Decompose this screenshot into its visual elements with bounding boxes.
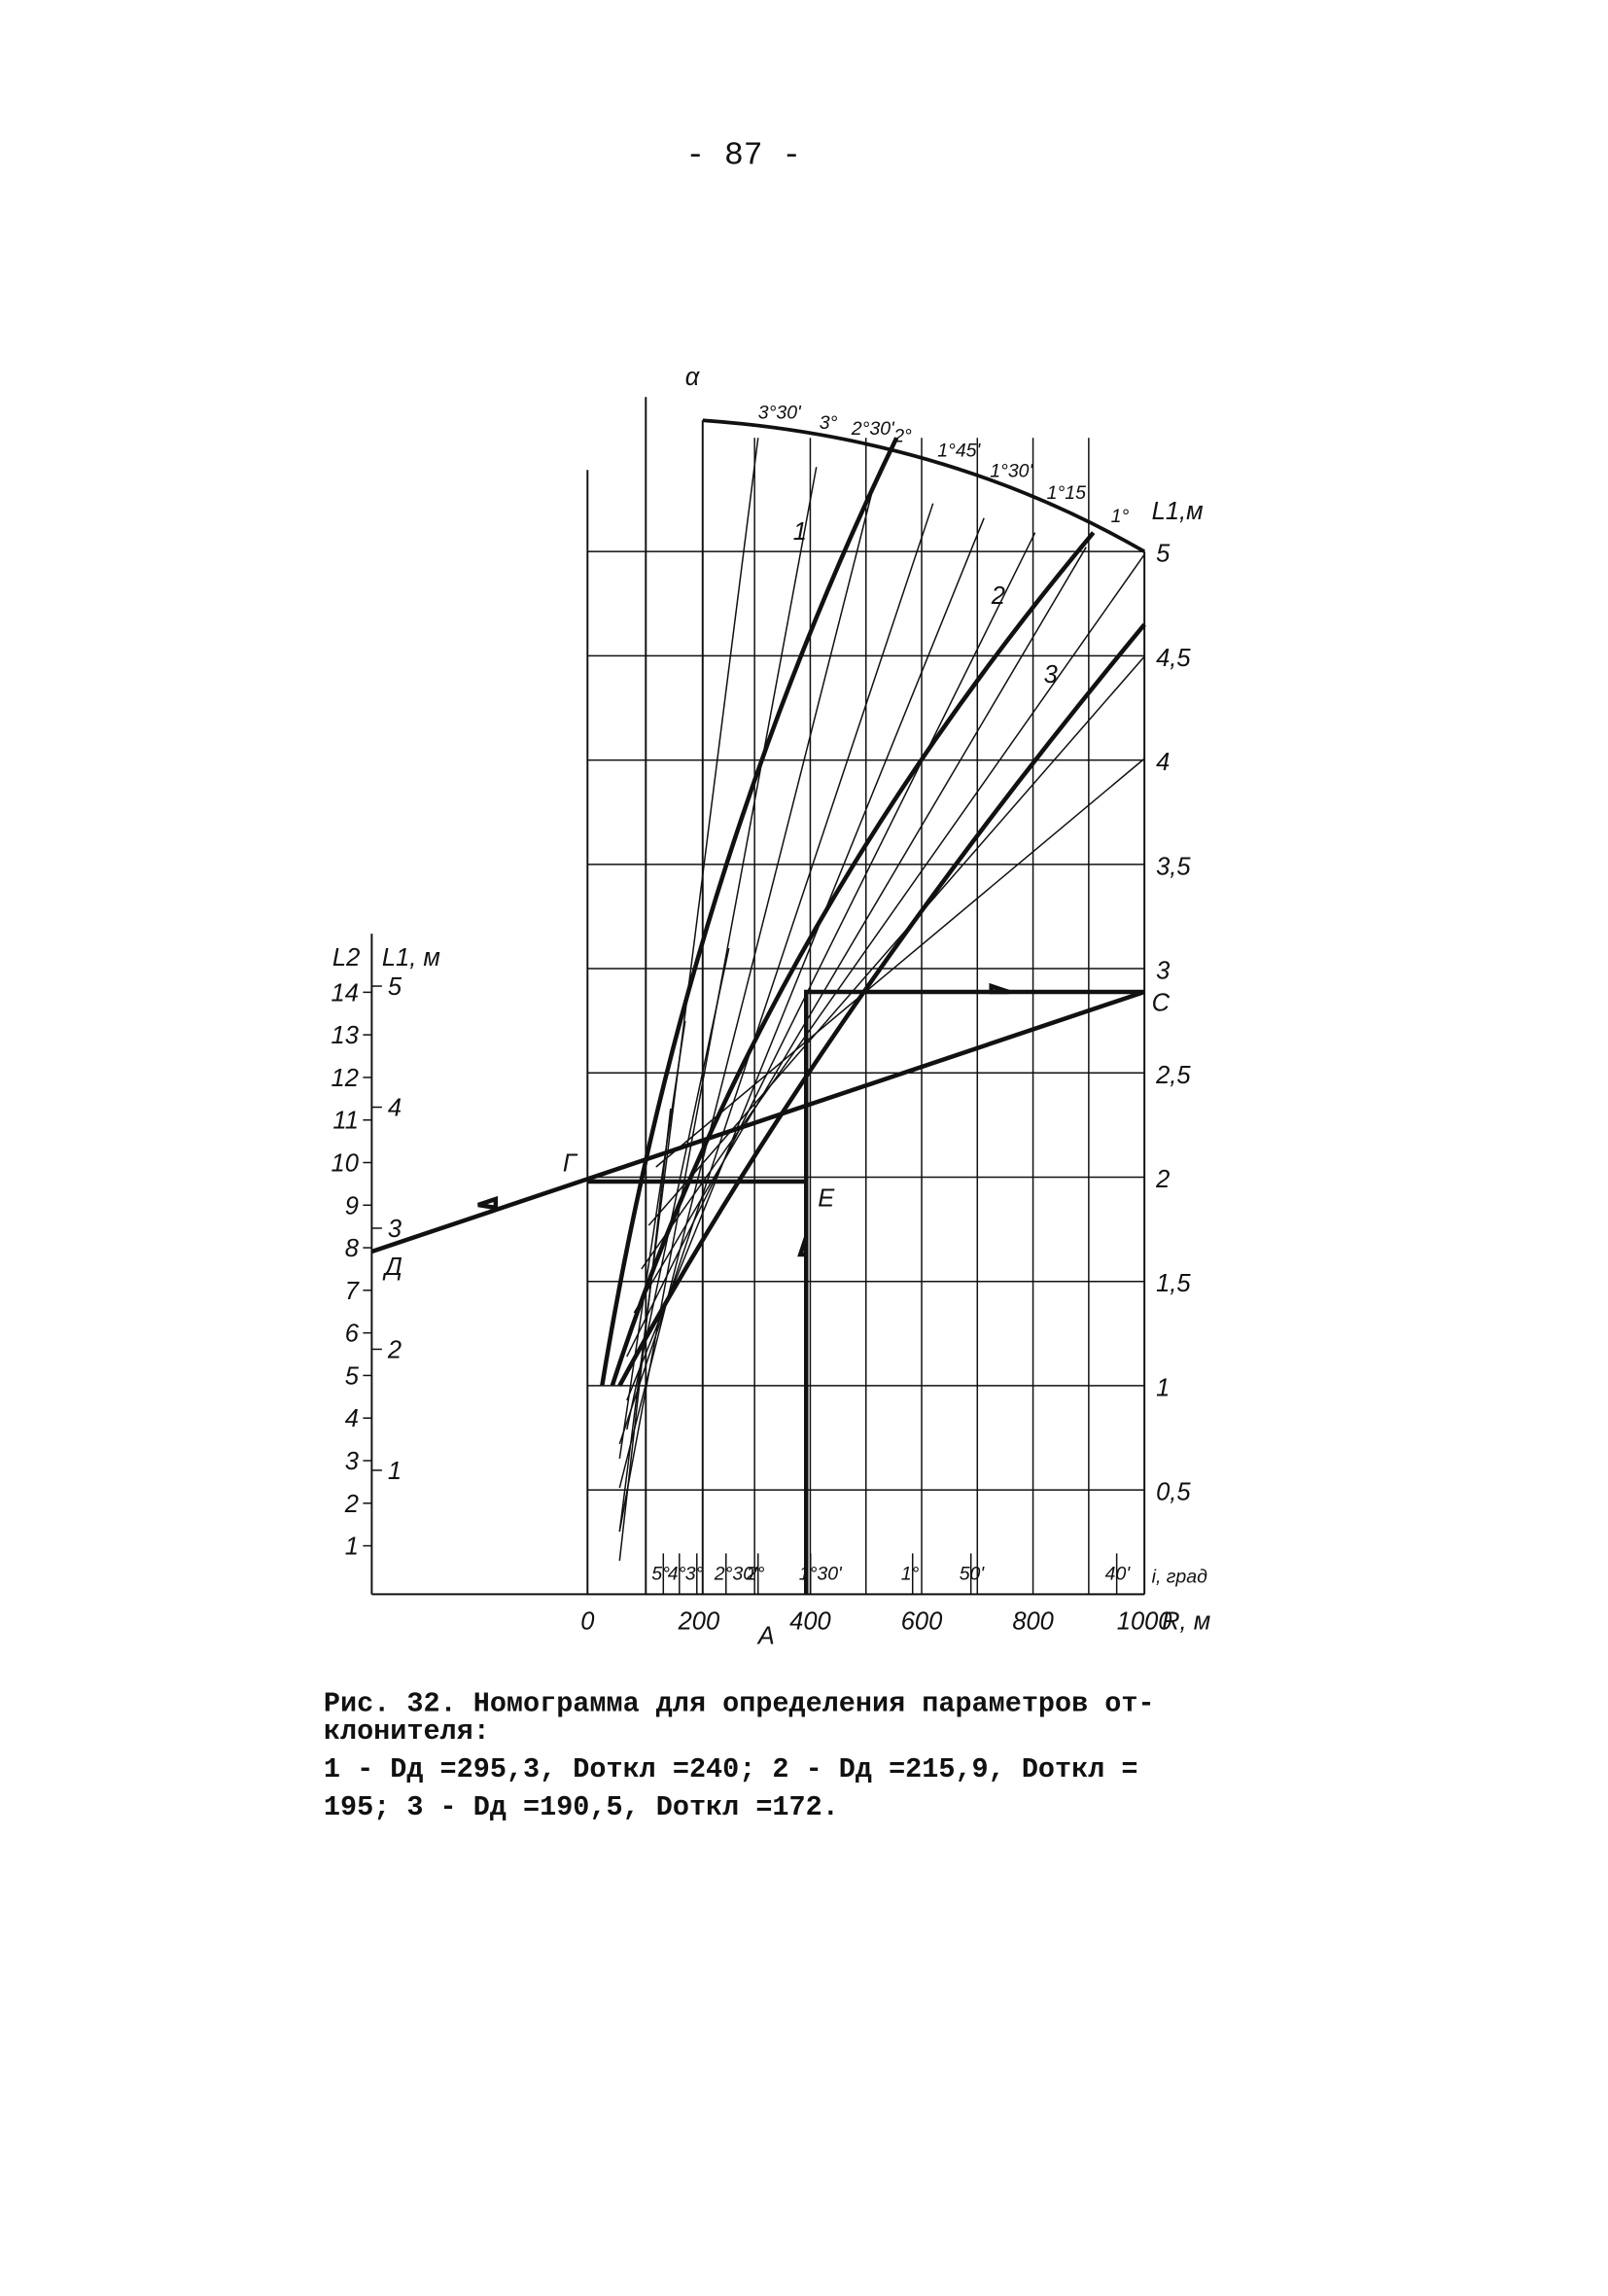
axis-title: L2 (332, 944, 360, 971)
fan-line (626, 517, 985, 1401)
angle-label: 4° (668, 1563, 686, 1584)
tick-label: 6 (345, 1321, 360, 1348)
point-label: A (756, 1622, 775, 1649)
fan-line (626, 532, 1036, 1358)
tick-label: 9 (345, 1192, 359, 1219)
tick-label: 11 (332, 1108, 358, 1135)
angle-label: 3° (820, 412, 838, 434)
axis-title: L1, м (382, 944, 440, 971)
nomogram-lines (587, 438, 1145, 1596)
tick-label: 7 (345, 1278, 360, 1305)
fan-line (641, 553, 1145, 1270)
fan-line (647, 655, 1145, 1226)
curve-label: 3 (1044, 661, 1058, 689)
tick-label: 3 (1156, 958, 1170, 985)
tick-label: 0 (580, 1607, 594, 1635)
tick-label: 4 (345, 1405, 359, 1432)
tick-label: 1 (345, 1534, 359, 1561)
tick-label: 2 (1155, 1166, 1170, 1193)
angle-label: 3°30' (758, 403, 802, 424)
axis-title: L1,м (1152, 498, 1204, 525)
fan-line (618, 481, 876, 1489)
tick-label: 14 (332, 979, 359, 1007)
fan-line (633, 547, 1087, 1314)
tick-label: 200 (678, 1607, 720, 1635)
angle-label: 1° (1111, 506, 1130, 527)
tick-label: 5 (388, 973, 402, 1001)
angle-label: 40' (1105, 1563, 1132, 1584)
tick-label: 1 (388, 1458, 402, 1485)
tick-label: 4 (1156, 749, 1170, 776)
angle-label: 5° (651, 1563, 670, 1584)
axis-title: R, м (1162, 1607, 1210, 1635)
angle-label: 2° (746, 1563, 765, 1584)
angle-label: 2°30' (714, 1563, 758, 1584)
tick-label: 3 (388, 1216, 402, 1243)
fan-line (618, 503, 934, 1445)
curve-label: 2 (991, 583, 1005, 610)
tick-label: 3,5 (1156, 853, 1191, 880)
caption-line: 1 - Dд =295,3, Dоткл =240; 2 - Dд =215,9… (324, 1753, 1138, 1785)
point-label: Д (382, 1254, 402, 1281)
tick-label: 1000 (1117, 1607, 1172, 1635)
tick-label: 8 (345, 1235, 360, 1262)
angle-label: 2° (892, 426, 912, 447)
curve-label: 1 (793, 518, 807, 546)
nomogram-frame (370, 397, 1146, 1596)
tick-label: 2,5 (1155, 1062, 1191, 1089)
solution-path (370, 437, 1146, 1595)
point-label: Г (563, 1149, 578, 1177)
tick-label: 4,5 (1156, 645, 1191, 672)
angle-label: 1°30' (990, 461, 1033, 482)
tick-label: 3 (345, 1448, 359, 1475)
angle-label: 1° (901, 1563, 920, 1584)
tick-label: 12 (332, 1065, 359, 1092)
caption-line: клонителя: (324, 1715, 490, 1748)
tick-label: 1 (1156, 1374, 1170, 1401)
angle-label: 1°30' (799, 1563, 843, 1584)
point-label: E (818, 1184, 835, 1212)
tick-label: 13 (332, 1022, 359, 1049)
angle-label: 2°30' (851, 418, 895, 440)
alpha-label: α (685, 364, 701, 391)
tick-label: 600 (901, 1607, 943, 1635)
angle-label: 3° (685, 1563, 704, 1584)
tick-label: 5 (1156, 541, 1171, 568)
tick-label: 10 (332, 1149, 359, 1177)
point-label: C (1152, 990, 1171, 1017)
tick-label: 800 (1012, 1607, 1054, 1635)
tick-label: 2 (387, 1336, 402, 1363)
tick-label: 400 (789, 1607, 831, 1635)
angle-label: 1°15 (1047, 482, 1086, 504)
angle-label: 50' (960, 1563, 986, 1584)
tick-label: 2 (344, 1491, 359, 1518)
angle-label: 1°45' (937, 441, 981, 462)
caption-line: Рис. 32. Номограмма для определения пара… (324, 1687, 1155, 1719)
caption-line: 195; 3 - Dд =190,5, Dоткл =172. (324, 1791, 839, 1823)
page-number: - 87 - (685, 137, 801, 173)
fan-line (618, 1020, 686, 1460)
tick-label: 1,5 (1156, 1270, 1191, 1297)
axis-title: i, град (1152, 1566, 1207, 1587)
tick-label: 0,5 (1156, 1479, 1191, 1506)
tick-label: 4 (388, 1095, 402, 1122)
fan-line (618, 1108, 672, 1561)
fan-line (655, 758, 1145, 1168)
tick-label: 5 (345, 1362, 360, 1390)
